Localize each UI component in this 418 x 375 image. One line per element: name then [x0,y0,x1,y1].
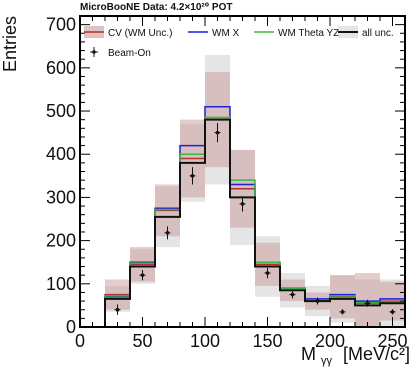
y-tick-label: 400 [46,144,76,164]
data-point [290,292,295,297]
y-axis-label: Entries [0,16,20,72]
data-point [340,310,345,314]
x-tick-label: 200 [315,331,345,351]
x-tick-label: 250 [377,331,407,351]
legend-all-label: all unc. [362,28,394,39]
data-point [115,307,120,312]
y-tick-label: 100 [46,274,76,294]
data-point [240,202,245,206]
x-tick-label: 100 [190,331,220,351]
data-point [365,301,370,306]
x-axis-label: M γγ [MeV/c²] [301,344,410,368]
x-axis-label-unit: [MeV/c²] [343,344,410,364]
y-tick-label: 500 [46,101,76,121]
top-label: MicroBooNE Data: 4.2×10²⁰ POT [80,2,232,13]
data-point [140,273,145,277]
legend-data-label: Beam-On [108,48,151,59]
data-point [190,174,195,178]
data-point [390,310,395,314]
legend: CV (WM Unc.) WM X WM Theta YZ all unc. Beam-… [84,26,394,59]
histograms [104,105,406,327]
all-unc-histogram [104,118,406,327]
y-tick-label: 200 [46,231,76,251]
legend-wm-x-label: WM X [212,28,240,39]
x-axis-label-sub: γγ [321,355,333,367]
y-tick-label: 700 [46,15,76,35]
y-axis: 0 100 200 300 400 500 600 700 [46,15,405,337]
legend-wm-theta-label: WM Theta YZ [278,28,339,39]
legend-data-marker [92,50,96,54]
y-tick-label: 0 [66,317,76,337]
x-tick-label: 150 [252,331,282,351]
y-tick-label: 300 [46,187,76,207]
data-point [265,271,270,275]
x-axis: 0 50 100 150 200 250 [75,16,408,351]
x-tick-label: 0 [75,331,85,351]
data-point [315,299,320,303]
data-point [165,231,170,235]
y-tick-label: 600 [46,58,76,78]
x-tick-label: 50 [132,331,152,351]
legend-cv-label: CV (WM Unc.) [108,28,172,39]
data-point [215,130,220,135]
data-points [114,123,396,315]
x-axis-label-main: M [301,344,316,364]
